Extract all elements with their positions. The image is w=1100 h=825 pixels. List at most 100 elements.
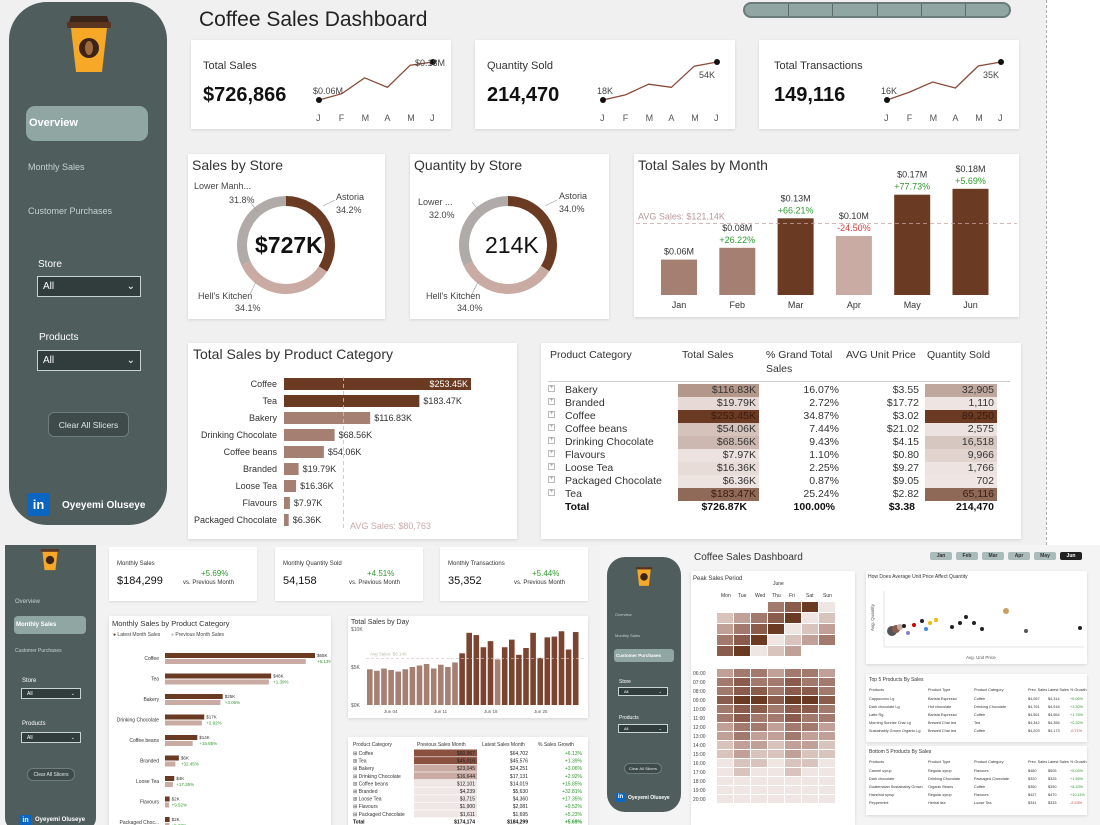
bar-value-label: $0.06M: [664, 247, 694, 257]
products-dropdown[interactable]: All ⌄: [37, 350, 141, 371]
store-dropdown[interactable]: All ⌄: [618, 687, 668, 696]
slice-name: Lower Manh...: [194, 181, 252, 191]
heatmap-cell: [785, 696, 801, 704]
calendar-cell: [802, 613, 818, 623]
table-cell: 9,966: [925, 449, 997, 462]
table-cell: Flavours: [974, 793, 989, 797]
weekday-label: Mon: [721, 593, 731, 599]
table-cell: ⊞ Loose Tea: [353, 797, 382, 803]
category-bar-chart: Coffee $253.45K Tea $183.47K Bakery $116.83K D…: [194, 377, 471, 531]
category-bar: [284, 497, 290, 509]
expand-icon[interactable]: +: [548, 463, 555, 470]
table-cell: 2.72%: [809, 397, 839, 409]
heatmap-cell: [751, 795, 767, 803]
month-slicer[interactable]: [743, 2, 1011, 18]
nav-overview[interactable]: Overview: [26, 106, 148, 141]
table-cell: ⊞ Coffee: [353, 751, 373, 757]
calendar-cell: [768, 635, 784, 645]
heatmap-cell: [785, 723, 801, 731]
expand-icon[interactable]: +: [548, 385, 555, 392]
expand-icon[interactable]: +: [548, 476, 555, 483]
table-row: + Coffee $253.45K 34.87% $3.02 89,250: [541, 410, 1021, 423]
kpi-title: Monthly Transactions: [448, 561, 505, 567]
products-dropdown[interactable]: All ⌄: [21, 732, 81, 743]
nav-monthly-sales[interactable]: Monthly Sales: [14, 616, 86, 634]
table-cell: 7.44%: [809, 423, 839, 435]
table-cell: Coffee beans: [565, 423, 628, 435]
calendar-cell: [751, 624, 767, 634]
heatmap-cell: [734, 768, 750, 776]
table-cell: +2.92%: [565, 774, 583, 780]
store-dropdown[interactable]: All ⌄: [21, 688, 81, 699]
table-cell: Barista Espresso: [928, 713, 957, 717]
month-bar: [661, 259, 697, 295]
expand-icon[interactable]: +: [548, 411, 555, 418]
scatter-point: [902, 624, 906, 628]
month-button[interactable]: Apr: [1008, 552, 1030, 560]
month-button[interactable]: May: [1034, 552, 1056, 560]
expand-icon[interactable]: +: [548, 489, 555, 496]
slice-pct: 34.0%: [457, 303, 483, 313]
table-cell: $4.15: [892, 436, 919, 448]
chevron-down-icon: ⌄: [70, 734, 75, 741]
day-bar: [537, 657, 543, 705]
clear-all-slicers-button[interactable]: Clear All Slicers: [624, 763, 662, 774]
heat-cell: [414, 757, 477, 765]
nav-customer-purchases[interactable]: Customer Purchases: [614, 649, 674, 662]
day-bar: [558, 631, 565, 705]
heatmap-cell: [785, 714, 801, 722]
bar-value-label: $68.56K: [339, 430, 373, 440]
bar-value-label: $2K: [172, 797, 180, 802]
month-button[interactable]: Mar: [982, 552, 1004, 560]
table-cell: $5,630: [513, 789, 529, 795]
category-bar: [284, 514, 289, 526]
monthly-kpi-card: Monthly Sales $184,299 +5.69% vs. Previous …: [109, 547, 257, 601]
nav-overview[interactable]: Overview: [615, 612, 632, 617]
weekday-label: Tue: [738, 593, 747, 599]
products-dropdown[interactable]: All ⌄: [618, 724, 668, 733]
kpi-subtitle: vs. Previous Month: [349, 580, 401, 586]
table-cell: Herbal tea: [928, 801, 946, 805]
products-value: All: [27, 734, 33, 741]
heatmap-cell: [734, 714, 750, 722]
day-bar: [388, 670, 394, 705]
calendar-cell: [717, 624, 733, 634]
table-cell: $4,356: [1048, 721, 1060, 725]
sparkline-start-point: [600, 97, 606, 103]
previous-bar: [165, 782, 173, 787]
chevron-down-icon: ⌄: [126, 281, 135, 292]
products-label: Products: [22, 721, 46, 727]
category-label: Branded: [140, 759, 159, 765]
table-total-row: Total $726.87K 100.00% $3.38 214,470: [541, 501, 1021, 515]
nav-customer-purchases[interactable]: Customer Purchases: [15, 648, 62, 654]
heatmap-cell: [734, 759, 750, 767]
total-cell: $726.87K: [701, 501, 747, 513]
day-bar: [430, 668, 437, 705]
slice-name: Lower ...: [418, 197, 453, 207]
day-bar: [565, 649, 572, 705]
month-button[interactable]: Jan: [930, 552, 952, 560]
table-cell: Tea: [565, 488, 582, 500]
nav-overview[interactable]: Overview: [15, 599, 41, 605]
expand-icon[interactable]: +: [548, 450, 555, 457]
clear-all-slicers-button[interactable]: Clear All Slicers: [48, 412, 129, 437]
store-dropdown[interactable]: All ⌄: [37, 276, 141, 297]
heatmap-cell: [751, 723, 767, 731]
expand-icon[interactable]: +: [548, 437, 555, 444]
nav-customer-purchases[interactable]: Customer Purchases: [28, 206, 113, 216]
nav-monthly-sales[interactable]: Monthly Sales: [615, 633, 641, 638]
store-value: All: [624, 689, 629, 694]
expand-icon[interactable]: +: [548, 424, 555, 431]
month-button[interactable]: Jun: [1060, 552, 1082, 560]
expand-icon[interactable]: +: [548, 398, 555, 405]
heatmap-cell: [785, 687, 801, 695]
table-cell: $253.45K: [678, 410, 759, 423]
nav-monthly-sales[interactable]: Monthly Sales: [28, 162, 85, 172]
month-button[interactable]: Feb: [956, 552, 978, 560]
clear-all-slicers-button[interactable]: Clear All Slicers: [27, 768, 75, 781]
day-bar: [367, 669, 373, 705]
table-cell: $3.02: [892, 410, 919, 422]
category-label: Loose Tea: [136, 779, 159, 785]
heatmap-cell: [717, 696, 733, 704]
sparkline-month-tick: J: [714, 113, 719, 123]
